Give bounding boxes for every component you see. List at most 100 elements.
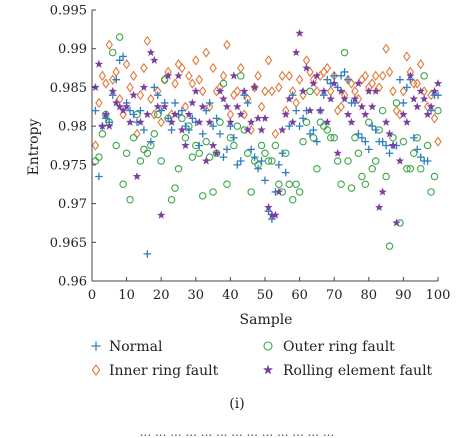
data-point: [343, 110, 353, 119]
data-point: [178, 62, 186, 74]
data-point: [101, 110, 111, 119]
data-point: [319, 86, 328, 95]
data-point: [191, 86, 200, 95]
data-point: [209, 62, 217, 74]
data-point: [327, 86, 335, 97]
data-point: [140, 62, 148, 74]
legend-label: Normal: [109, 339, 163, 355]
data-point: [219, 94, 228, 103]
data-point: [243, 125, 252, 134]
data-point: [302, 118, 311, 127]
data-point: [403, 164, 411, 173]
data-point: [177, 125, 187, 134]
data-point: [171, 184, 179, 192]
data-point: [351, 86, 359, 97]
data-point: [268, 86, 276, 97]
data-point: [143, 250, 152, 258]
data-point: [222, 102, 232, 111]
data-point: [416, 86, 425, 95]
data-point: [150, 109, 158, 120]
data-point: [219, 79, 228, 88]
data-point: [299, 137, 307, 146]
data-point: [340, 48, 349, 57]
data-point: [351, 134, 359, 142]
data-point: [185, 126, 193, 134]
data-point: [136, 157, 145, 165]
data-point: [285, 180, 293, 188]
data-point: [403, 51, 411, 62]
legend: Normal Outer ring fault Inner ring fault Ro…: [91, 339, 433, 379]
data-point: [399, 86, 408, 97]
data-point: [358, 133, 366, 142]
data-point: [278, 70, 287, 81]
data-point: [330, 79, 339, 88]
data-point: [434, 91, 442, 99]
data-point: [392, 105, 401, 116]
data-point: [91, 157, 100, 165]
data-point: [313, 86, 321, 97]
data-point: [122, 102, 131, 111]
data-point: [378, 137, 387, 146]
data-point: [406, 71, 415, 80]
data-point: [420, 72, 428, 80]
x-tick-label: 80: [361, 288, 378, 303]
data-point: [264, 55, 273, 66]
data-point: [253, 114, 263, 122]
data-point: [91, 106, 100, 115]
data-point: [378, 106, 387, 115]
data-point: [171, 99, 179, 107]
data-point: [433, 79, 443, 88]
data-point: [153, 91, 162, 99]
data-point: [115, 56, 124, 65]
data-point: [181, 101, 190, 112]
data-point: [174, 164, 183, 173]
data-point: [337, 180, 345, 188]
data-point: [112, 98, 121, 107]
data-point: [240, 86, 249, 95]
data-point: [406, 164, 415, 173]
data-point: [184, 110, 194, 119]
data-point: [219, 153, 228, 161]
data-point: [230, 133, 238, 142]
data-point: [167, 117, 176, 126]
data-point: [389, 86, 397, 97]
data-point: [237, 72, 245, 80]
data-point: [275, 161, 283, 169]
data-point: [188, 98, 197, 107]
data-point: [354, 130, 363, 138]
data-point: [344, 75, 352, 84]
data-point: [140, 126, 148, 134]
data-point: [271, 210, 280, 219]
data-point: [333, 157, 342, 165]
data-point: [254, 164, 262, 173]
data-point: [202, 47, 210, 58]
data-point: [230, 90, 238, 101]
data-point: [236, 157, 245, 165]
data-point: [129, 90, 138, 99]
data-point: [95, 153, 103, 161]
data-point: [281, 168, 290, 177]
data-point: [403, 83, 411, 92]
data-point: [223, 145, 231, 154]
data-point: [371, 86, 380, 95]
legend-label: Rolling element fault: [283, 363, 433, 379]
data-point: [254, 70, 262, 81]
x-axis-title: Sample: [240, 312, 293, 328]
y-tick-label: 0.97: [58, 197, 87, 212]
legend-marker: [91, 364, 101, 376]
data-point: [399, 99, 408, 107]
data-point: [361, 180, 370, 188]
data-point: [198, 102, 207, 111]
data-point: [246, 117, 256, 126]
data-point: [364, 86, 373, 95]
data-point: [126, 82, 134, 93]
data-point: [115, 102, 124, 111]
data-point: [181, 134, 190, 142]
data-point: [205, 117, 214, 126]
data-point: [281, 110, 290, 119]
y-tick-label: 0.96: [58, 275, 87, 290]
data-point: [98, 121, 107, 130]
data-point: [212, 148, 221, 157]
data-point: [333, 148, 342, 157]
data-point: [132, 172, 142, 181]
